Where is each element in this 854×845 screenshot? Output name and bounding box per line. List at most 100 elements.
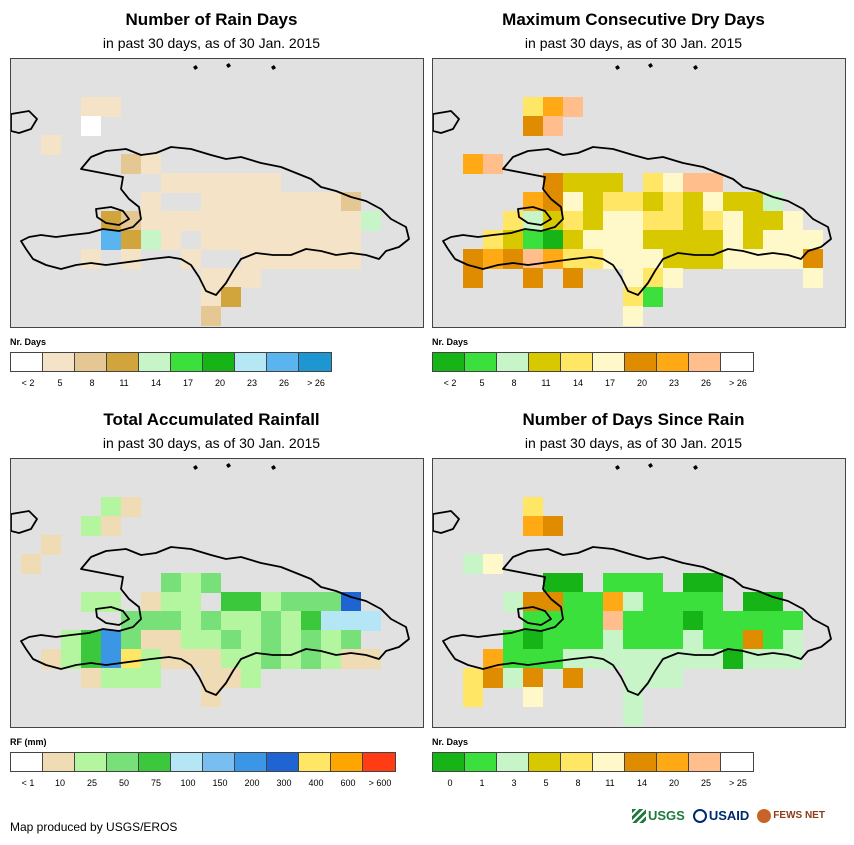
legend-swatch [721,353,753,371]
grid-cell [763,630,783,650]
legend-title: Nr. Days [432,337,469,347]
grid-cell [783,211,803,231]
islet [271,465,276,470]
lake-outline [517,606,552,626]
grid-cell [603,230,623,250]
legend-label: 8 [511,378,517,388]
legend-swatch [171,753,203,771]
grid-cell [321,630,341,650]
grid-cell [341,192,361,212]
grid-cell [301,611,321,631]
fewsnet-logo-text: FEWS NET [773,810,825,821]
legend-label: < 2 [21,378,35,388]
grid-cell [221,630,241,650]
grid-cell [563,211,583,231]
legend-label: 14 [572,378,584,388]
grid-cell [361,211,381,231]
grid-cell [683,211,703,231]
usgs-logo-text: USGS [648,808,685,823]
grid-cell [181,249,201,269]
islet [648,63,653,68]
grid-cell [241,268,261,288]
grid-cell [321,230,341,250]
grid-cell [101,497,121,517]
panel-subtitle: in past 30 days, as of 30 Jan. 2015 [524,435,743,451]
grid-cells [41,97,381,326]
grid-cell [563,592,583,612]
usaid-seal-icon [692,808,707,823]
days-since-rain-map [432,458,846,728]
grid-cell [121,154,141,174]
grid-cell [643,630,663,650]
legend-labels: < 1 10 25 50 75 100 150 200 300 400 600 > 600 [10,778,392,790]
grid-cell [301,230,321,250]
grid-cell [241,611,261,631]
grid-cell [683,173,703,193]
grid-cell [221,173,241,193]
panel-title: Number of Days Since Rain [522,410,745,429]
usgs-logo: USGS [632,808,685,823]
grid-cell [603,611,623,631]
coastline [20,546,410,696]
grid-cell [301,649,321,669]
grid-cell [523,516,543,536]
legend-label: > 600 [368,778,392,788]
legend-label: 300 [276,778,292,788]
grid-cell [623,668,643,688]
legend-swatch [657,353,689,371]
legend-swatch [139,353,171,371]
grid-cell [201,192,221,212]
grid-cell [623,611,643,631]
legend-bar [10,352,332,372]
legend-label: < 2 [443,378,457,388]
grid-cell [663,249,683,269]
grid-cell [663,611,683,631]
usaid-logo-text: USAID [708,808,750,823]
grid-cell [101,211,121,231]
grid-cell [341,230,361,250]
grid-cell [523,611,543,631]
legend-swatch [529,753,561,771]
grid-cell [523,230,543,250]
legend-swatch [299,753,331,771]
grid-cell [643,649,663,669]
legend-swatch [689,353,721,371]
legend-swatch [625,353,657,371]
lake-outline [95,606,130,626]
grid-cell [463,249,483,269]
grid-cell [563,268,583,288]
grid-cell [161,173,181,193]
grid-cell [563,173,583,193]
legend-label: 23 [668,378,680,388]
legend-swatch [433,353,465,371]
grid-cell [763,611,783,631]
grid-cell [523,211,543,231]
grid-cell [583,592,603,612]
grid-cell [743,630,763,650]
legend-label: < 1 [21,778,35,788]
legend-swatch [75,753,107,771]
legend-label: 26 [278,378,290,388]
legend-swatch [43,753,75,771]
grid-cell [301,249,321,269]
grid-cell [463,268,483,288]
legend-swatch [625,753,657,771]
grid-cell [523,268,543,288]
coastline [433,110,460,134]
grid-cell [463,687,483,707]
grid-cell [743,192,763,212]
logos: USGS USAID FEWS NET [632,808,825,823]
grid-cell [281,611,301,631]
grid-cell [703,192,723,212]
legend-swatch [561,753,593,771]
coastline [20,146,410,296]
grid-cell [763,592,783,612]
grid-cell [341,211,361,231]
grid-cell [161,573,181,593]
legend-swatch [267,353,299,371]
legend-label: 11 [605,778,615,788]
grid-cell [583,611,603,631]
grid-cell [161,611,181,631]
coastline [433,510,460,534]
grid-cell [483,668,503,688]
